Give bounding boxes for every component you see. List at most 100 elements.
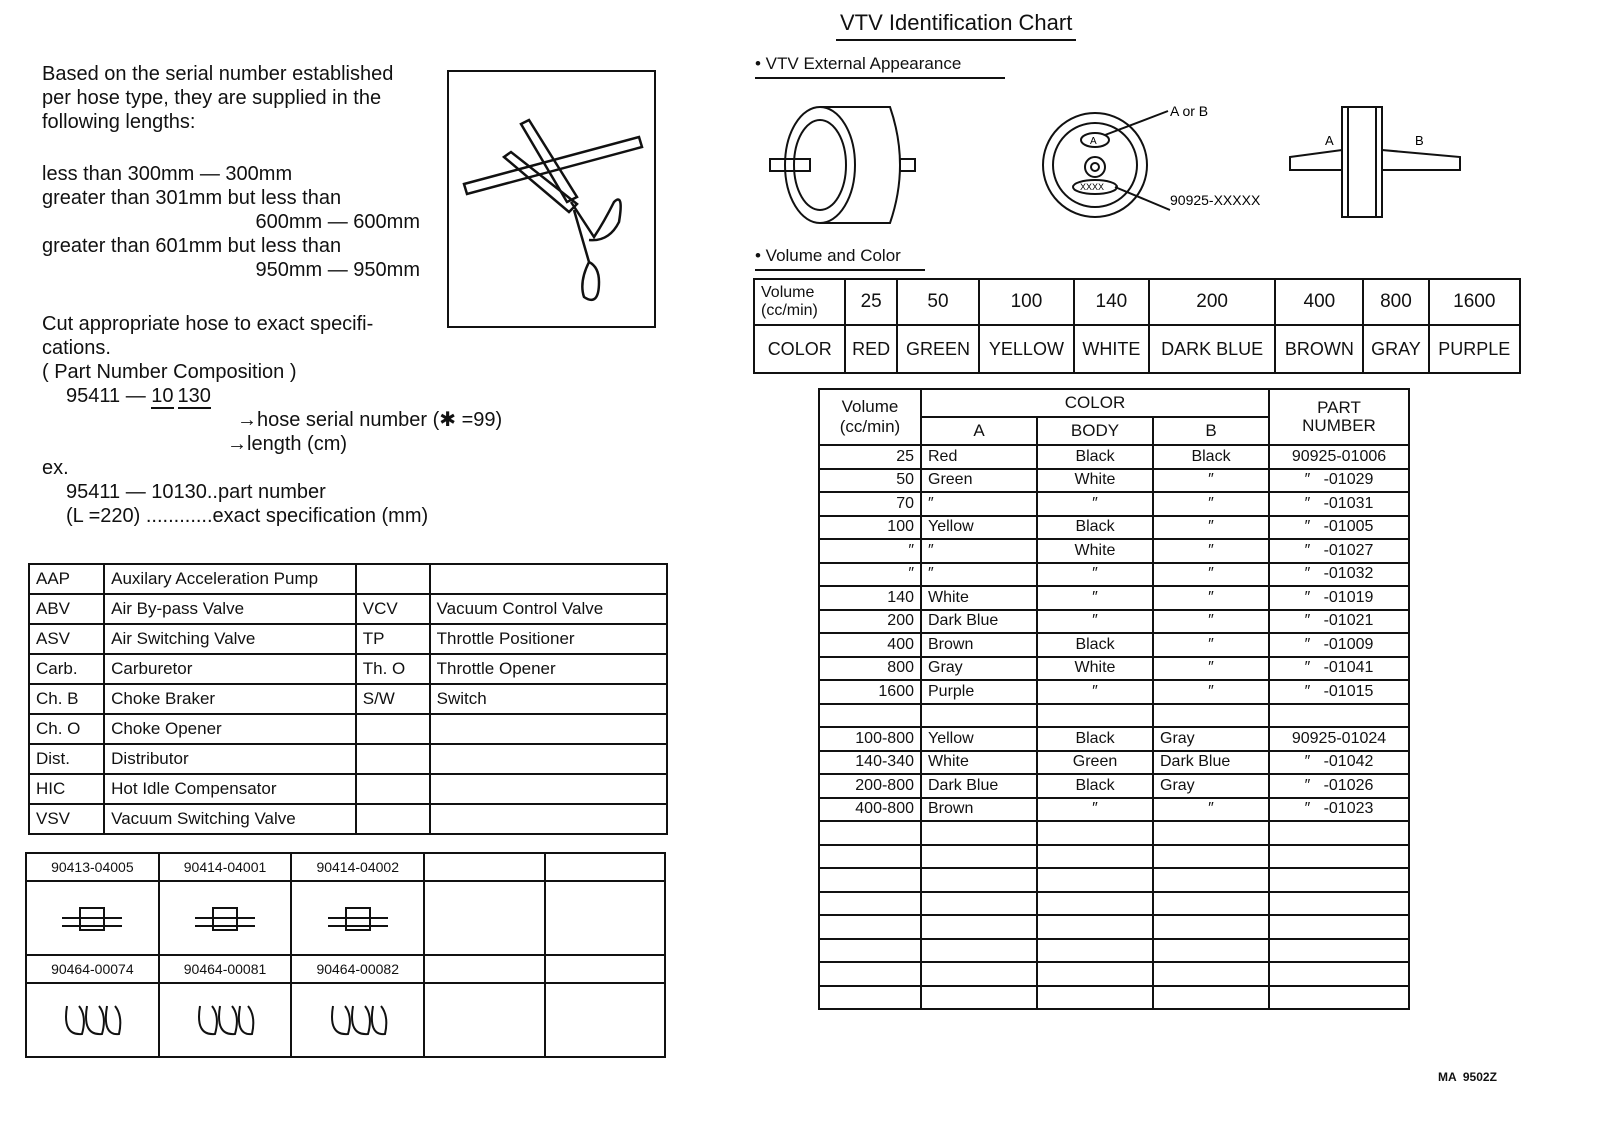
table-cell (543, 954, 666, 984)
table-cell: Gray (1152, 773, 1270, 799)
table-cell (1268, 890, 1410, 916)
table-cell (818, 820, 922, 846)
table-cell: 140-340 (818, 749, 922, 775)
table-cell: ″ (1152, 655, 1270, 681)
table-cell: B (1152, 416, 1270, 446)
empty-cell (423, 982, 546, 1058)
table-cell: DARK BLUE (1147, 324, 1277, 374)
table-cell: 800 (818, 655, 922, 681)
table-cell: ″ (1152, 679, 1270, 705)
table-cell (920, 984, 1038, 1010)
table-cell (428, 713, 669, 745)
table-cell (1036, 820, 1154, 846)
table-cell: Yellow (920, 514, 1038, 540)
table-row: 140 White ″ ″ ″ -01019 (818, 585, 1410, 611)
table-cell: Dark Blue (920, 773, 1038, 799)
label-part-number: 90925-XXXXX (1170, 192, 1261, 208)
table-cell (428, 773, 669, 805)
table-cell: Black (1036, 444, 1154, 470)
table-cell: White (1036, 655, 1154, 681)
table-row: Volume (cc/min) COLOR PART NUMBER (818, 388, 1410, 446)
table-cell: ″ -01031 (1268, 491, 1410, 517)
table-cell: Dist. (27, 743, 106, 775)
table-cell: COLOR (920, 388, 1270, 418)
table-cell: HIC (27, 773, 106, 805)
composition-length: 10 (151, 385, 174, 409)
table-cell: Vacuum Switching Valve (103, 803, 357, 835)
table-row: ASV Air Switching Valve TP Throttle Positio… (27, 623, 669, 655)
length-line: 600mm — 600mm (255, 211, 421, 233)
table-row (818, 890, 1410, 916)
table-cell: ″ -01019 (1268, 585, 1410, 611)
hose-connector-icon (157, 880, 293, 956)
length-row: →length (cm) (42, 432, 502, 456)
table-cell: 90464-00081 (157, 954, 293, 984)
abbreviations-table: AAP Auxilary Acceleration Pump ABV Air By-p… (27, 563, 669, 835)
empty-cell (423, 880, 546, 956)
length-label: length (cm) (247, 433, 348, 455)
table-cell: 90464-00074 (25, 954, 160, 984)
table-row: 400-800 Brown ″ ″ ″ -01023 (818, 796, 1410, 822)
table-cell (818, 843, 922, 869)
table-cell (920, 702, 1038, 728)
length-line: greater than 601mm but less than (42, 235, 342, 257)
table-row: 140-340 White Green Dark Blue ″ -01042 (818, 749, 1410, 775)
table-cell: Dark Blue (920, 608, 1038, 634)
table-cell (1152, 914, 1270, 940)
table-cell: YELLOW (977, 324, 1075, 374)
table-cell: A (920, 416, 1038, 446)
table-cell (1036, 914, 1154, 940)
page-title: VTV Identification Chart (836, 10, 1077, 41)
table-row: 70 ″ ″ ″ ″ -01031 (818, 491, 1410, 517)
intro-line: Based on the serial number established (42, 63, 394, 85)
intro-text: Based on the serial number established pe… (42, 62, 393, 134)
table-cell: White (920, 585, 1038, 611)
table-cell (354, 803, 431, 835)
serial-label: hose serial number (✱ =99) (257, 409, 503, 431)
table-cell: ″ (1152, 796, 1270, 822)
table-cell (1152, 961, 1270, 987)
table-cell: ″ (1152, 608, 1270, 634)
length-line: less than 300mm — 300mm (42, 163, 293, 185)
table-cell: Gray (920, 655, 1038, 681)
table-cell: 90925-01024 (1268, 726, 1410, 752)
table-row: 800 Gray White ″ ″ -01041 (818, 655, 1410, 681)
serial-row: →hose serial number (✱ =99) (42, 408, 502, 432)
table-cell: TP (354, 623, 431, 655)
table-cell: ″ -01026 (1268, 773, 1410, 799)
label-a-or-b: A or B (1170, 103, 1208, 119)
table-cell: ″ (1152, 538, 1270, 564)
intro-line: per hose type, they are supplied in the (42, 87, 382, 109)
intro-line: following lengths: (42, 111, 196, 133)
table-row: ″ ″ White ″ ″ -01027 (818, 538, 1410, 564)
vtv-side-icon (769, 106, 916, 224)
table-cell (818, 890, 922, 916)
table-row (818, 867, 1410, 893)
table-cell: 400 (818, 632, 922, 658)
table-cell (543, 852, 666, 882)
hose-connector-icon (290, 880, 426, 956)
volume-header-line: Volume (761, 284, 815, 301)
table-cell: ASV (27, 623, 106, 655)
table-cell: Choke Braker (103, 683, 357, 715)
table-cell: 1600 (818, 679, 922, 705)
label-xxxx: XXXX (1080, 182, 1104, 192)
parts-grid: 90413-04005 90414-04001 90414-04002 90464-0… (25, 852, 666, 1058)
table-cell: WHITE (1072, 324, 1150, 374)
table-row (25, 982, 666, 1058)
table-cell (1036, 890, 1154, 916)
volume-header-line: Volume (841, 397, 899, 416)
table-cell: 100 (818, 514, 922, 540)
table-row (818, 937, 1410, 963)
table-cell (1036, 984, 1154, 1010)
table-cell: ABV (27, 593, 106, 625)
table-row: Ch. O Choke Opener (27, 713, 669, 745)
table-cell: Th. O (354, 653, 431, 685)
table-cell: ″ (1036, 585, 1154, 611)
table-cell: GREEN (895, 324, 980, 374)
table-cell: ″ -01015 (1268, 679, 1410, 705)
table-cell: ″ (1036, 796, 1154, 822)
part-header-line: NUMBER (1302, 416, 1376, 435)
table-cell: ″ (1036, 679, 1154, 705)
